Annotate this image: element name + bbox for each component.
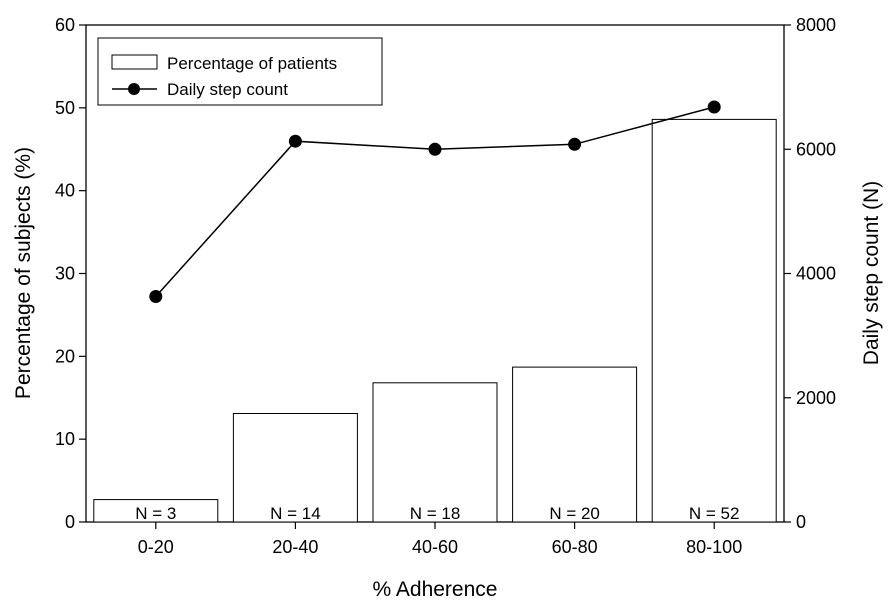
left-y-tick-label: 60	[55, 15, 75, 35]
bar-60-80	[512, 366, 638, 523]
legend-line-label: Daily step count	[167, 80, 288, 99]
x-tick-label: 60-80	[552, 537, 598, 557]
x-tick-label: 20-40	[272, 537, 318, 557]
right-y-tick-label: 6000	[796, 139, 836, 159]
bar-count-label: N = 52	[689, 504, 740, 523]
right-y-tick-label: 8000	[796, 15, 836, 35]
step-count-point-80-100	[707, 100, 721, 114]
line-series	[149, 100, 721, 303]
x-tick-label: 40-60	[412, 537, 458, 557]
step-count-line	[155, 106, 715, 298]
bar-count-label: N = 18	[410, 504, 461, 523]
left-y-tick-label: 30	[55, 264, 75, 284]
left-y-axis-title: Percentage of subjects (%)	[12, 147, 35, 399]
left-y-axis: 0 10 20 30 40 50 60	[55, 15, 86, 532]
x-tick-label: 0-20	[138, 537, 174, 557]
step-count-point-40-60	[428, 142, 442, 156]
right-y-axis-title: Daily step count (N)	[860, 181, 883, 365]
step-count-point-60-80	[568, 137, 582, 151]
x-tick-label: 80-100	[686, 537, 742, 557]
step-count-point-0-20	[149, 290, 163, 303]
bar-80-100	[651, 118, 777, 523]
right-y-tick-label: 0	[796, 512, 806, 532]
bar-count-label: N = 3	[135, 504, 176, 523]
right-y-tick-label: 2000	[796, 388, 836, 408]
bar-20-40	[232, 413, 358, 523]
bar-count-label: N = 20	[549, 504, 600, 523]
x-axis-title: % Adherence	[373, 578, 498, 601]
bar-40-60	[372, 382, 498, 523]
left-y-tick-label: 0	[65, 512, 75, 532]
legend-box	[97, 37, 383, 106]
legend-bar-label: Percentage of patients	[167, 54, 337, 73]
bar-series	[93, 118, 777, 523]
step-count-point-20-40	[288, 134, 302, 148]
legend: Percentage of patients Daily step count	[97, 37, 383, 106]
legend-line-marker	[128, 83, 140, 95]
left-y-tick-label: 50	[55, 98, 75, 118]
bar-count-labels: N = 3 N = 14 N = 18 N = 20 N = 52	[135, 504, 739, 523]
left-y-tick-label: 40	[55, 181, 75, 201]
bar-count-label: N = 14	[270, 504, 321, 523]
legend-bar-swatch	[111, 54, 158, 70]
right-y-tick-label: 4000	[796, 264, 836, 284]
left-y-tick-label: 10	[55, 429, 75, 449]
right-y-axis: 0 2000 4000 6000 8000	[784, 15, 836, 532]
x-axis: 0-20 20-40 40-60 60-80 80-100	[138, 522, 742, 557]
left-y-tick-label: 20	[55, 346, 75, 366]
